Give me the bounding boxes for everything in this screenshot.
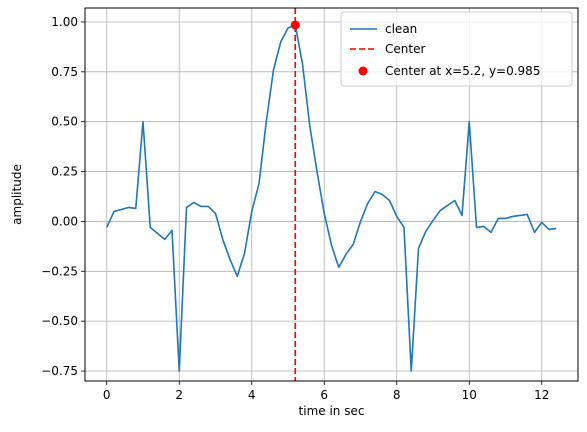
y-axis-label: amplitude bbox=[10, 164, 24, 225]
x-axis-label: time in sec bbox=[299, 404, 365, 418]
y-tick-label: 0.75 bbox=[51, 65, 78, 79]
legend-label-center: Center bbox=[385, 42, 425, 56]
x-tick-label: 12 bbox=[534, 388, 549, 402]
y-axis-ticks: −0.75 −0.50 −0.25 0.00 0.25 0.50 0.75 1.00 bbox=[41, 15, 85, 378]
x-tick-label: 8 bbox=[393, 388, 401, 402]
x-axis-ticks: 0 2 4 6 8 10 12 bbox=[103, 381, 549, 402]
y-tick-label: 0.50 bbox=[51, 115, 78, 129]
x-tick-label: 2 bbox=[175, 388, 183, 402]
x-tick-label: 0 bbox=[103, 388, 111, 402]
legend: clean Center Center at x=5.2, y=0.985 bbox=[340, 11, 573, 87]
legend-box bbox=[340, 11, 573, 87]
x-tick-label: 4 bbox=[248, 388, 256, 402]
series-layer bbox=[106, 8, 557, 381]
legend-label-clean: clean bbox=[385, 22, 417, 36]
legend-swatch-center-point bbox=[358, 66, 368, 76]
series-line-clean bbox=[106, 24, 557, 372]
y-tick-label: 1.00 bbox=[51, 15, 78, 29]
y-tick-label: −0.50 bbox=[41, 314, 78, 328]
x-tick-label: 10 bbox=[462, 388, 477, 402]
legend-label-center-point: Center at x=5.2, y=0.985 bbox=[385, 64, 540, 78]
y-tick-label: −0.75 bbox=[41, 364, 78, 378]
y-tick-label: −0.25 bbox=[41, 264, 78, 278]
y-tick-label: 0.00 bbox=[51, 214, 78, 228]
center-point-marker bbox=[290, 20, 300, 30]
x-tick-label: 6 bbox=[320, 388, 328, 402]
y-tick-label: 0.25 bbox=[51, 165, 78, 179]
plot-frame bbox=[84, 7, 579, 382]
